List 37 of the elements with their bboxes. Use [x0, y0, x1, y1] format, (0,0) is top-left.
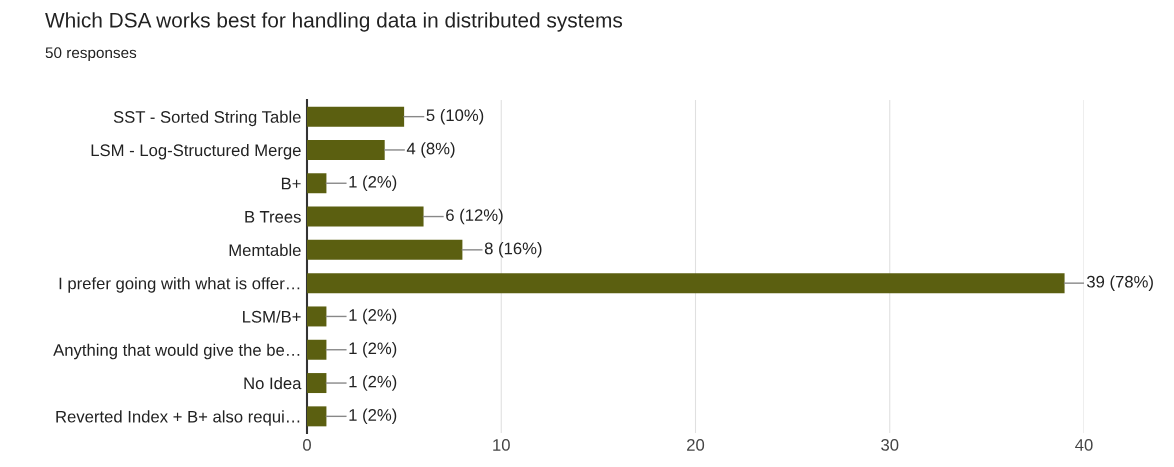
bar — [307, 339, 327, 360]
y-tick-label: LSM - Log-Structured Merge — [91, 143, 301, 160]
data-label: 1 (2%) — [349, 375, 397, 391]
y-tick-label: Reverted Index + B+ also requi… — [56, 410, 300, 426]
y-tick-label: Memtable — [229, 243, 301, 257]
bar — [307, 273, 1065, 294]
data-label: 8 (16%) — [484, 242, 542, 258]
x-tick-label: 40 — [1075, 439, 1093, 451]
data-label: 1 (2%) — [349, 308, 397, 325]
bar — [307, 139, 385, 160]
data-label: 1 (2%) — [349, 341, 397, 358]
data-label: 4 (8%) — [406, 142, 455, 158]
x-tick-label: 10 — [493, 439, 510, 451]
y-tick-label: Anything that would give the be… — [53, 343, 300, 360]
bar — [307, 206, 424, 227]
data-label: 1 (2%) — [349, 408, 397, 425]
data-label: 5 (10%) — [426, 108, 484, 125]
x-tick-label: 0 — [303, 439, 311, 451]
x-tick-label: 20 — [687, 439, 705, 451]
chart-title: Which DSA works best for handling data in distributed systems — [45, 12, 623, 32]
bar — [307, 173, 327, 194]
bar — [307, 106, 405, 127]
y-tick-label: LSM/B+ — [243, 310, 301, 323]
y-tick-label: B+ — [281, 177, 301, 190]
data-label: 6 (12%) — [446, 208, 503, 225]
bar — [307, 306, 327, 327]
data-label: 1 (2%) — [349, 175, 397, 192]
y-tick-label: I prefer going with what is offer… — [59, 277, 300, 293]
y-tick-label: B Trees — [245, 211, 301, 223]
y-tick-label: No Idea — [244, 377, 302, 390]
bar — [307, 373, 327, 394]
bar — [307, 239, 463, 260]
x-tick-label: 30 — [881, 439, 899, 451]
text: 50 responses — [45, 47, 137, 62]
y-tick-label: SST - Sorted String Table — [113, 110, 301, 127]
bar — [307, 406, 327, 427]
data-label: 39 (78%) — [1086, 275, 1153, 291]
